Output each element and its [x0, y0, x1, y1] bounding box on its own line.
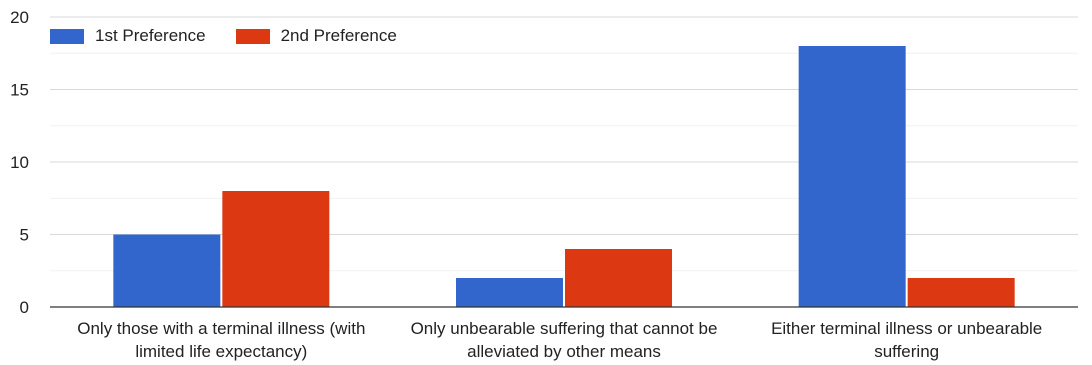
- legend-swatch-1st-preference: [50, 28, 84, 44]
- bar-1st-preference-1: [456, 278, 563, 307]
- gridlines: [50, 16, 1078, 272]
- bar-1st-preference-0: [113, 234, 221, 307]
- x-category-label: Only those with a terminal illness (with: [77, 319, 365, 338]
- x-axis: Only those with a terminal illness (with…: [50, 306, 1078, 361]
- y-axis: 0 5 10 15 20: [10, 8, 29, 317]
- x-category-label: limited life expectancy): [135, 342, 307, 361]
- bars: [113, 46, 1015, 307]
- legend-swatch-2nd-preference: [235, 28, 270, 44]
- legend-item-1st-preference: 1st Preference: [50, 26, 206, 46]
- y-tick-label: 20: [10, 8, 29, 27]
- bar-2nd-preference-0: [222, 191, 330, 307]
- bar-1st-preference-2: [798, 46, 906, 307]
- x-category-label: alleviated by other means: [467, 342, 661, 361]
- legend-label-2nd-preference: 2nd Preference: [280, 26, 397, 45]
- bar-2nd-preference-1: [565, 249, 672, 307]
- y-tick-label: 0: [20, 298, 29, 317]
- chart-legend: 1st Preference 2nd Preference: [50, 26, 427, 46]
- bar-2nd-preference-2: [907, 278, 1015, 307]
- x-category-label: Only unbearable suffering that cannot be: [411, 319, 718, 338]
- y-tick-label: 5: [20, 226, 29, 245]
- legend-label-1st-preference: 1st Preference: [95, 26, 206, 45]
- legend-item-2nd-preference: 2nd Preference: [235, 26, 397, 46]
- x-category-label: Either terminal illness or unbearable: [771, 319, 1042, 338]
- y-tick-label: 15: [10, 81, 29, 100]
- y-tick-label: 10: [10, 153, 29, 172]
- x-category-label: suffering: [874, 342, 939, 361]
